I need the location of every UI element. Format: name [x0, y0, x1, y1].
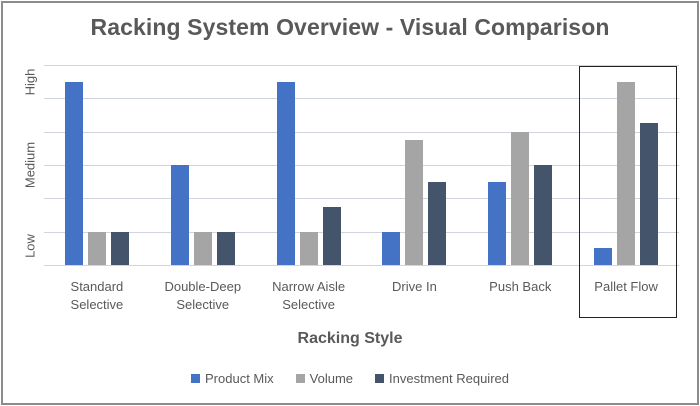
bar-investment-required: [322, 206, 341, 265]
bar-volume: [511, 131, 530, 265]
bar-product-mix: [382, 231, 401, 265]
bar-investment-required: [640, 123, 659, 265]
legend-swatch-icon: [191, 374, 201, 383]
x-tick-label: Double-Deep Selective: [164, 279, 242, 312]
bar-product-mix: [170, 165, 189, 265]
x-tick-label: Pallet Flow: [594, 279, 658, 294]
x-tick-label: Standard Selective: [70, 279, 124, 312]
gridline: [44, 165, 679, 166]
bar-volume: [617, 81, 636, 265]
legend-item: Volume: [295, 371, 354, 386]
y-tick-label: High: [22, 68, 38, 96]
legend-item: Investment Required: [375, 371, 509, 386]
bar-investment-required: [110, 231, 129, 265]
legend-swatch-icon: [375, 374, 385, 383]
gridline: [44, 98, 679, 100]
bar-product-mix: [64, 81, 83, 265]
bar-product-mix: [594, 248, 613, 265]
x-axis-title: Racking Style: [297, 330, 403, 347]
gridline: [44, 131, 679, 133]
legend-label: Investment Required: [389, 371, 509, 386]
legend-label: Volume: [309, 371, 354, 386]
plot-area: [44, 65, 679, 266]
bar-volume: [193, 231, 212, 265]
gridline: [44, 265, 679, 266]
gridline: [44, 65, 679, 66]
bar-investment-required: [216, 231, 235, 265]
bar-volume: [87, 231, 106, 265]
gridline: [44, 198, 679, 200]
bar-investment-required: [534, 165, 553, 265]
bar-volume: [299, 231, 318, 265]
x-tick-label: Push Back: [489, 279, 552, 294]
legend-item: Product Mix: [191, 371, 274, 386]
bar-investment-required: [428, 181, 447, 265]
y-tick-label: Medium: [22, 141, 38, 189]
gridline: [44, 231, 679, 233]
legend-swatch-icon: [295, 374, 305, 383]
legend-label: Product Mix: [205, 371, 274, 386]
chart-title: Racking System Overview - Visual Compari…: [90, 14, 610, 40]
x-tick-label: Narrow Aisle Selective: [272, 279, 346, 312]
x-tick-label: Drive In: [392, 279, 437, 294]
bar-product-mix: [276, 81, 295, 265]
legend: Product Mix Volume Investment Required: [0, 371, 700, 386]
pallet-flow-highlight-box: [579, 66, 677, 318]
bar-product-mix: [488, 181, 507, 265]
bar-volume: [405, 140, 424, 265]
y-tick-label: Low: [22, 234, 38, 259]
